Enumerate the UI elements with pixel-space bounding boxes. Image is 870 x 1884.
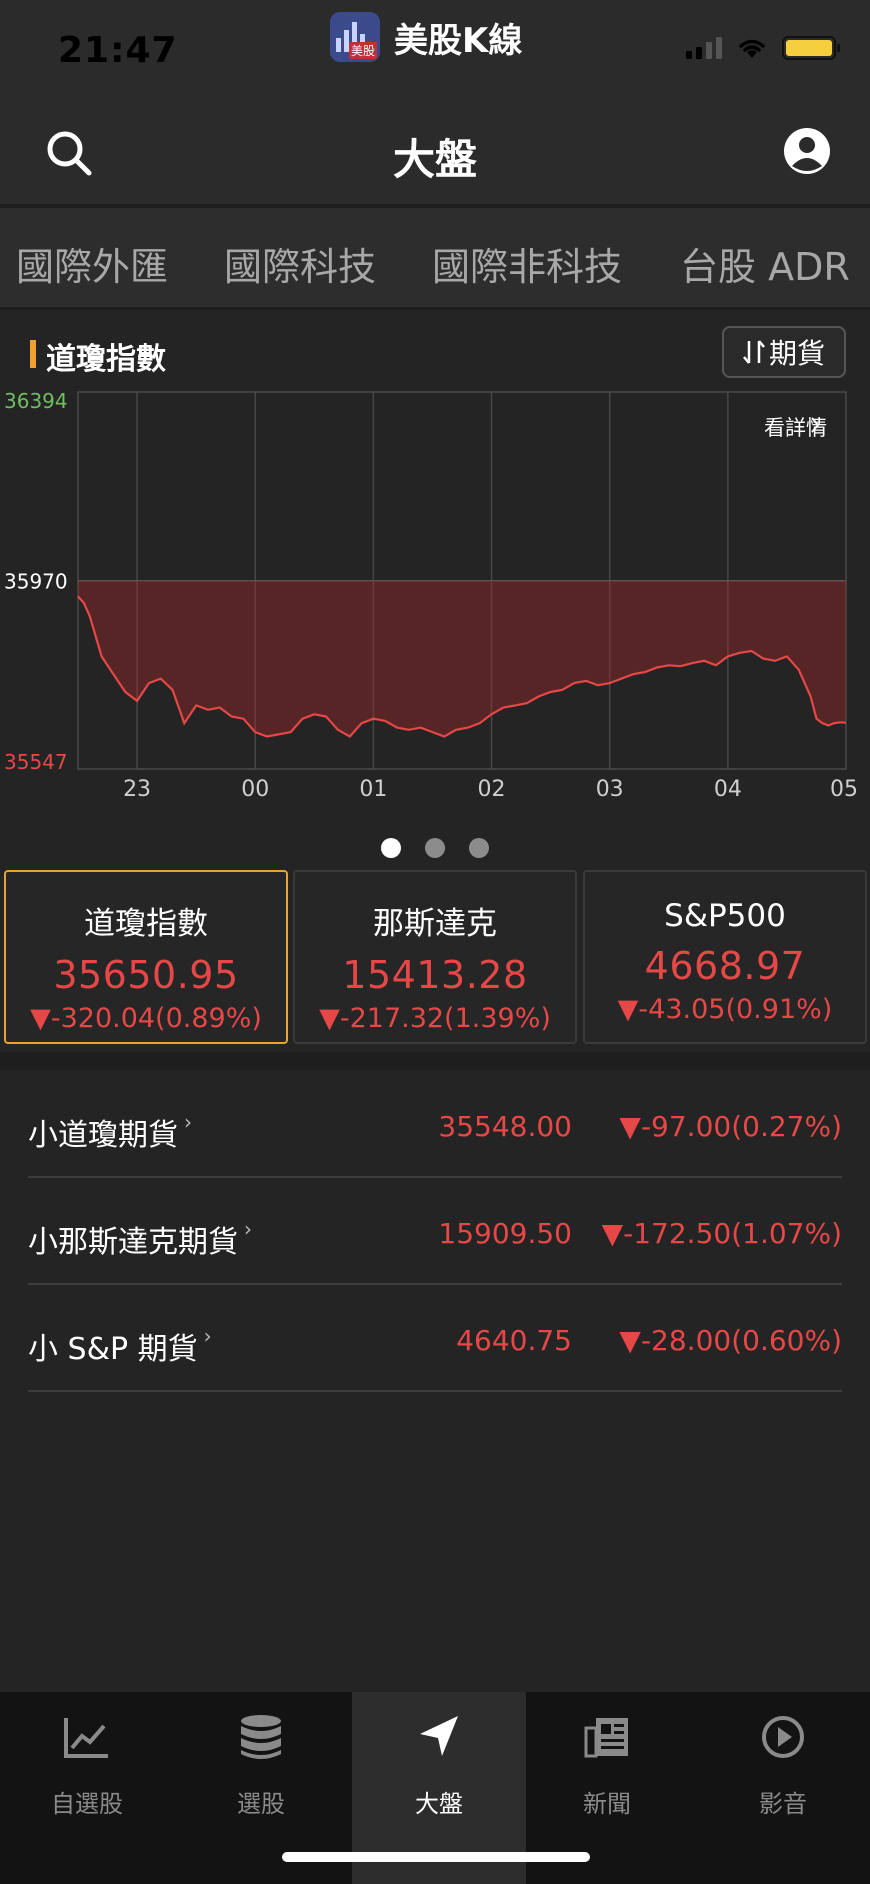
tab-news[interactable]: 新聞: [520, 1692, 694, 1884]
index-card-price: 35650.95: [53, 953, 239, 997]
category-tabs: 國際外匯 國際科技 國際非科技 台股 ADR: [0, 204, 870, 310]
futures-change: ▼-172.50(1.07%): [601, 1217, 842, 1250]
tab-label: 影音: [759, 1790, 807, 1818]
section-divider: [0, 1052, 870, 1070]
tab-screener[interactable]: 選股: [174, 1692, 348, 1884]
futures-name: 小 S&P 期貨 ›: [28, 1324, 212, 1367]
home-indicator: [282, 1852, 590, 1862]
y-tick-label: 35970: [4, 570, 68, 594]
tab-intl-non-tech[interactable]: 國際非科技: [432, 245, 623, 289]
chart-line-icon: [64, 1718, 108, 1758]
index-card-change: ▼-320.04(0.89%): [30, 1003, 262, 1034]
search-icon[interactable]: [44, 128, 94, 178]
chart-header: 道瓊指數 期貨: [0, 320, 870, 386]
y-tick-label: 35547: [4, 750, 68, 774]
futures-toggle-button[interactable]: 期貨: [722, 326, 846, 378]
status-indicators: [686, 36, 840, 60]
futures-change: ▼-28.00(0.60%): [619, 1324, 842, 1357]
chart-title-accent: [30, 340, 36, 368]
app-logo-icon: 美股: [330, 12, 380, 62]
index-card-sp500[interactable]: S&P500 4668.97 ▼-43.05(0.91%): [583, 870, 867, 1044]
tab-label: 大盤: [415, 1790, 463, 1818]
index-chart: 23 00 01 02 03 04 05 36394 35970 35547 看詳情: [4, 389, 858, 800]
page-dot-3[interactable]: [469, 838, 489, 858]
app-indicator: 美股 美股K線: [330, 12, 522, 62]
y-tick-label: 36394: [4, 389, 68, 413]
futures-row-nasdaq[interactable]: 小那斯達克期貨 › 15909.50 ▼-172.50(1.07%): [28, 1179, 842, 1285]
index-card-change: ▼-43.05(0.91%): [617, 994, 833, 1025]
futures-price: 4640.75: [456, 1324, 572, 1357]
chevron-right-icon: ›: [244, 1217, 252, 1241]
tab-intl-tech[interactable]: 國際科技: [224, 245, 377, 289]
tab-label: 選股: [237, 1790, 285, 1818]
status-bar: 21:47 美股 美股K線: [0, 0, 870, 100]
index-card-name: S&P500: [664, 898, 786, 934]
x-tick-label: 01: [359, 777, 387, 800]
index-card-price: 15413.28: [342, 953, 528, 997]
wifi-icon: [739, 39, 765, 58]
tab-video[interactable]: 影音: [696, 1692, 870, 1884]
futures-name: 小那斯達克期貨 ›: [28, 1217, 252, 1260]
index-card-change: ▼-217.32(1.39%): [319, 1003, 551, 1034]
app-name: 美股K線: [394, 20, 523, 61]
tab-forex[interactable]: 國際外匯: [16, 245, 169, 289]
index-card-name: 道瓊指數: [84, 906, 208, 942]
user-icon[interactable]: [782, 126, 832, 176]
swap-vertical-icon: [743, 340, 765, 364]
x-tick-label: 00: [241, 777, 269, 800]
futures-row-dow[interactable]: 小道瓊期貨 › 35548.00 ▼-97.00(0.27%): [28, 1072, 842, 1178]
cellular-signal-icon: [686, 37, 722, 59]
app-logo-tag: 美股: [348, 42, 377, 59]
chevron-right-icon: ›: [203, 1324, 212, 1348]
futures-price: 35548.00: [438, 1110, 572, 1143]
chart-title: 道瓊指數: [46, 342, 166, 377]
tab-watchlist[interactable]: 自選股: [0, 1692, 174, 1884]
x-tick-label: 05: [830, 777, 858, 800]
index-card-dow[interactable]: 道瓊指數 35650.95 ▼-320.04(0.89%): [4, 870, 288, 1044]
chart-line: [77, 595, 847, 738]
play-circle-icon: [762, 1716, 804, 1758]
index-card-name: 那斯達克: [373, 906, 497, 942]
index-card-price: 4668.97: [644, 944, 806, 988]
chart-area-fill: [78, 580, 846, 737]
futures-price: 15909.50: [438, 1217, 572, 1250]
page-dot-2[interactable]: [425, 838, 445, 858]
database-icon: [241, 1715, 281, 1759]
chart-detail-link[interactable]: 看詳情: [764, 416, 827, 440]
x-tick-label: 04: [714, 777, 742, 800]
newspaper-icon: [584, 1718, 628, 1758]
tab-tw-adr[interactable]: 台股 ADR: [680, 245, 850, 289]
page-dot-1[interactable]: [381, 838, 401, 858]
futures-row-sp[interactable]: 小 S&P 期貨 › 4640.75 ▼-28.00(0.60%): [28, 1286, 842, 1392]
x-tick-label: 03: [596, 777, 624, 800]
navigation-arrow-icon: [420, 1716, 458, 1756]
page-title: 大盤: [392, 135, 477, 184]
x-tick-label: 23: [123, 777, 151, 800]
nav-bar: 大盤: [0, 100, 870, 204]
tab-label: 新聞: [583, 1790, 631, 1818]
chevron-right-icon: [811, 417, 820, 433]
futures-button-label: 期貨: [768, 337, 825, 370]
index-card-nasdaq[interactable]: 那斯達克 15413.28 ▼-217.32(1.39%): [293, 870, 577, 1044]
x-tick-label: 02: [478, 777, 506, 800]
chart-pagination: [0, 838, 870, 858]
futures-change: ▼-97.00(0.27%): [619, 1110, 842, 1143]
chevron-right-icon: ›: [184, 1110, 192, 1134]
tab-label: 自選股: [51, 1790, 123, 1818]
battery-icon: [782, 36, 840, 60]
status-time: 21:47: [58, 30, 178, 71]
futures-name: 小道瓊期貨 ›: [28, 1110, 192, 1153]
